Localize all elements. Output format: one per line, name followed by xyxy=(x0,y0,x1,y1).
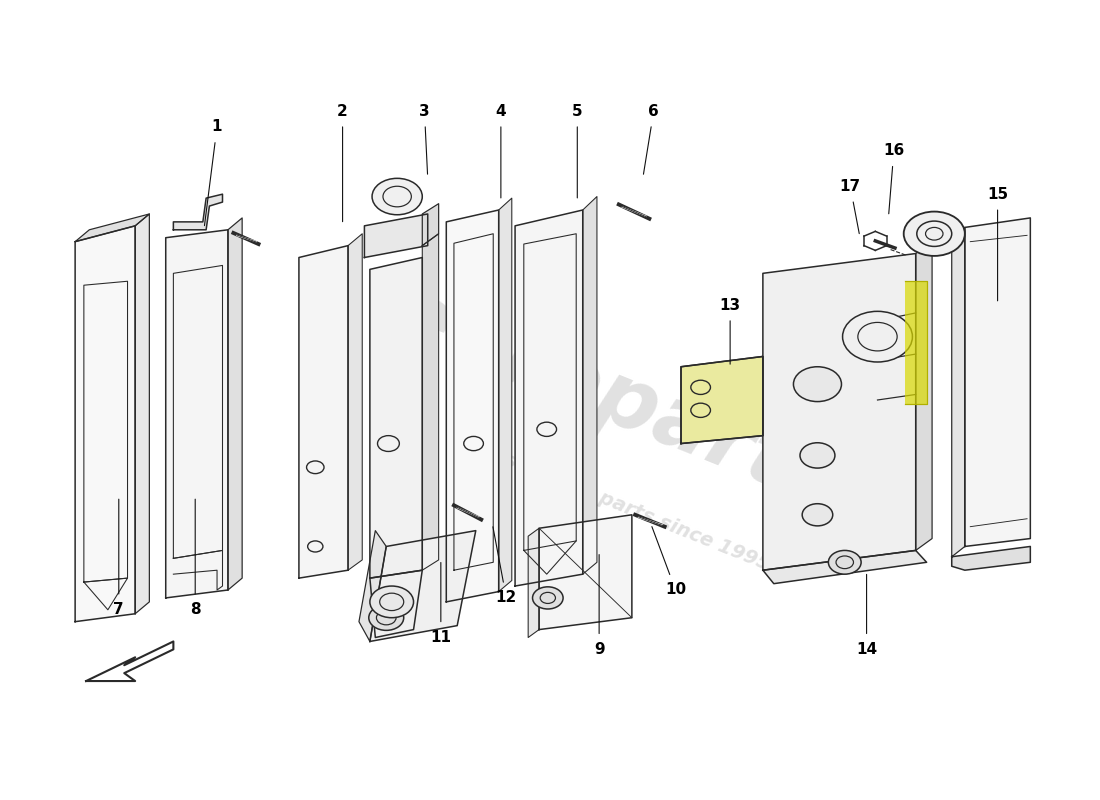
Polygon shape xyxy=(763,550,926,584)
Circle shape xyxy=(370,586,414,618)
Polygon shape xyxy=(681,357,763,443)
Polygon shape xyxy=(422,204,439,246)
Polygon shape xyxy=(539,514,631,630)
Circle shape xyxy=(532,587,563,609)
Polygon shape xyxy=(75,226,135,622)
Polygon shape xyxy=(135,214,150,614)
Bar xyxy=(905,282,926,404)
Polygon shape xyxy=(952,227,965,557)
Text: europarts: europarts xyxy=(379,272,851,528)
Circle shape xyxy=(802,504,833,526)
Text: 3: 3 xyxy=(419,103,430,174)
Polygon shape xyxy=(763,254,915,570)
Text: 7: 7 xyxy=(113,499,124,618)
Polygon shape xyxy=(498,198,512,591)
Polygon shape xyxy=(422,234,439,570)
Text: 11: 11 xyxy=(430,562,451,645)
Text: 6: 6 xyxy=(644,103,659,174)
Polygon shape xyxy=(174,194,222,230)
Text: 8: 8 xyxy=(190,499,200,618)
Polygon shape xyxy=(370,530,476,642)
Polygon shape xyxy=(370,258,422,578)
Text: 2: 2 xyxy=(338,103,348,222)
Circle shape xyxy=(904,211,965,256)
Text: 4: 4 xyxy=(496,103,506,198)
Text: 9: 9 xyxy=(594,554,604,657)
Polygon shape xyxy=(75,214,150,242)
Polygon shape xyxy=(583,197,597,574)
Text: 17: 17 xyxy=(839,178,861,234)
Polygon shape xyxy=(348,234,362,570)
Text: 1: 1 xyxy=(205,119,222,226)
Circle shape xyxy=(828,550,861,574)
Circle shape xyxy=(793,366,842,402)
Text: 15: 15 xyxy=(987,186,1008,301)
Polygon shape xyxy=(681,357,763,443)
Text: a passion for parts since 1995: a passion for parts since 1995 xyxy=(458,432,773,574)
Polygon shape xyxy=(370,570,422,638)
Polygon shape xyxy=(515,210,583,586)
Circle shape xyxy=(372,178,422,214)
Text: 14: 14 xyxy=(856,574,877,657)
Circle shape xyxy=(368,605,404,630)
Polygon shape xyxy=(528,528,539,638)
Text: 16: 16 xyxy=(883,143,904,214)
Polygon shape xyxy=(447,210,498,602)
Polygon shape xyxy=(952,546,1031,570)
Polygon shape xyxy=(299,246,348,578)
Polygon shape xyxy=(228,218,242,590)
Polygon shape xyxy=(915,242,932,550)
Polygon shape xyxy=(364,214,428,258)
Polygon shape xyxy=(166,230,228,598)
Circle shape xyxy=(843,311,912,362)
Text: 10: 10 xyxy=(652,526,686,598)
Text: 5: 5 xyxy=(572,103,583,198)
Polygon shape xyxy=(359,530,386,642)
Text: 13: 13 xyxy=(719,298,740,364)
Text: 12: 12 xyxy=(493,526,517,606)
Polygon shape xyxy=(965,218,1031,546)
Circle shape xyxy=(800,442,835,468)
